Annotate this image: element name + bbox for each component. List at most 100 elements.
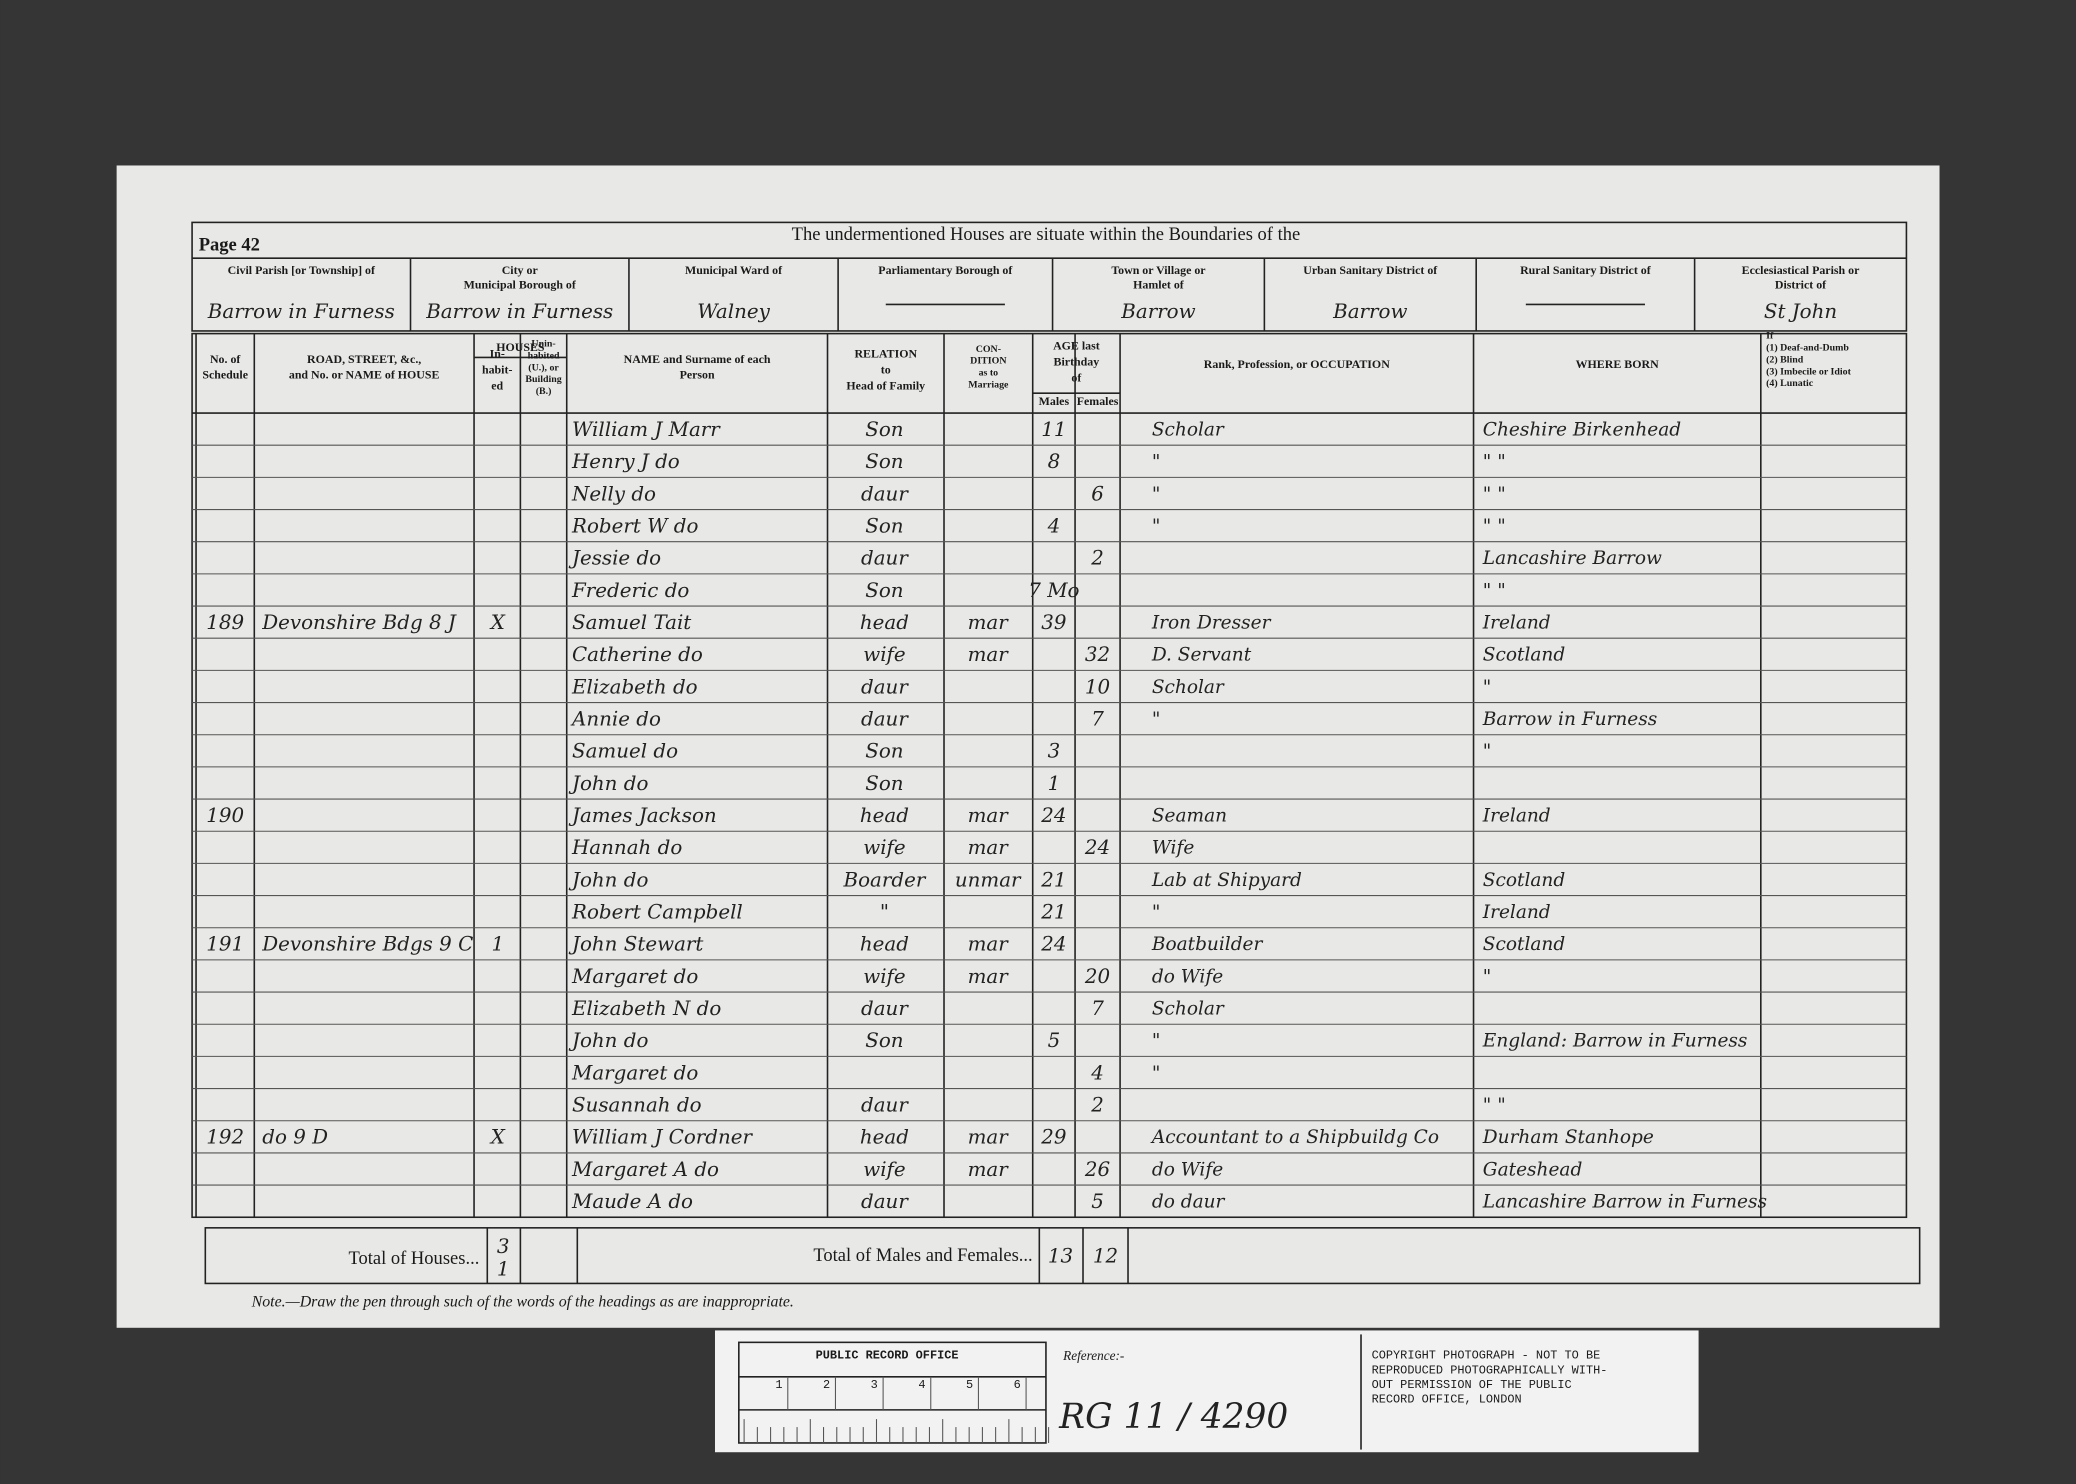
cell-occupation: ": [1152, 1031, 1161, 1052]
note: Note.—Draw the pen through such of the w…: [251, 1293, 794, 1310]
column-header: ed: [491, 378, 503, 392]
cell-age-male: 11: [1041, 418, 1066, 441]
cell-condition: mar: [968, 965, 1010, 988]
cell-born: " ": [1483, 580, 1506, 601]
cell-occupation: Scholar: [1152, 998, 1225, 1019]
cell-name: Nelly do: [571, 482, 656, 505]
cell-name: William J Marr: [572, 418, 721, 441]
cell-schedule: 192: [206, 1126, 244, 1149]
column-header: RELATION: [854, 347, 917, 361]
cell-occupation: ": [1152, 709, 1161, 730]
cell-relation: head: [860, 804, 909, 827]
column-header: (4) Lunatic: [1766, 378, 1814, 389]
cell-inhabited: X: [489, 611, 506, 634]
cell-occupation: D. Servant: [1151, 645, 1252, 666]
column-header: Marriage: [968, 380, 1009, 391]
district-label: City or: [502, 263, 539, 277]
ruler-number: 6: [1014, 1378, 1021, 1392]
district-label: Municipal Ward of: [685, 263, 783, 277]
column-header: habit-: [482, 362, 512, 376]
cell-name: John do: [568, 772, 648, 795]
cell-age-male: 24: [1040, 933, 1066, 956]
district-value: Barrow: [1332, 300, 1407, 323]
cell-born: ": [1483, 741, 1492, 762]
group-header: AGE last: [1053, 339, 1100, 353]
cell-name: Elizabeth N do: [571, 997, 721, 1020]
cell-relation: wife: [863, 643, 905, 666]
cell-occupation: Lab at Shipyard: [1151, 870, 1302, 891]
district-label: Ecclesiastical Parish or: [1742, 263, 1860, 277]
total-uninhabited: 1: [497, 1258, 510, 1281]
cell-condition: mar: [968, 643, 1010, 666]
cell-born: ": [1483, 677, 1492, 698]
cell-occupation: Accountant to a Shipbuildg Co: [1150, 1127, 1439, 1148]
cell-age-female: 7: [1091, 707, 1104, 730]
ruler-number: 3: [871, 1378, 878, 1392]
cell-name: John do: [568, 1029, 648, 1052]
column-header: DITION: [970, 356, 1007, 367]
total-label: Total of Houses...: [348, 1248, 479, 1269]
column-header: and No. or NAME of HOUSE: [289, 368, 440, 382]
cell-born: Lancashire Barrow in Furness: [1482, 1191, 1767, 1212]
column-header: WHERE BORN: [1576, 357, 1659, 371]
cell-name: Hannah do: [571, 836, 682, 859]
column-header: (1) Deaf-and-Dumb: [1766, 342, 1849, 353]
cell-born: Durham Stanhope: [1482, 1127, 1654, 1148]
cell-age-male: 4: [1047, 514, 1061, 537]
cell-relation: Son: [865, 418, 903, 441]
header-box: [191, 221, 1908, 332]
totals-frame: [204, 1227, 1921, 1285]
cell-name: Margaret A do: [571, 1158, 719, 1181]
cell-name: Jessie do: [568, 547, 661, 570]
cell-condition: mar: [968, 804, 1010, 827]
cell-schedule: 189: [206, 611, 244, 634]
cell-born: Ireland: [1482, 612, 1551, 633]
cell-occupation: ": [1152, 902, 1161, 923]
cell-inhabited: X: [489, 1126, 506, 1149]
district-value: St John: [1764, 300, 1837, 323]
cell-relation: daur: [861, 997, 909, 1020]
cell-relation: head: [860, 933, 909, 956]
cell-road: Devonshire Bdgs 9 C: [261, 933, 473, 956]
column-header: CON-: [976, 344, 1001, 355]
cell-age-male: 5: [1048, 1029, 1061, 1052]
cell-name: Samuel do: [572, 740, 678, 763]
cell-born: Ireland: [1482, 902, 1551, 923]
cell-condition: mar: [968, 836, 1010, 859]
column-header: Building: [525, 374, 561, 385]
district-value: Walney: [697, 300, 770, 323]
cell-born: " ": [1483, 484, 1506, 505]
cell-name: Frederic do: [571, 579, 689, 602]
cell-age-female: 20: [1084, 965, 1110, 988]
cell-name: William J Cordner: [572, 1126, 753, 1149]
district-label: Rural Sanitary District of: [1520, 263, 1652, 277]
cell-age-female: 10: [1085, 675, 1110, 698]
title: The undermentioned Houses are situate wi…: [792, 224, 1301, 245]
district-label: Urban Sanitary District of: [1303, 263, 1438, 277]
cell-age-female: 32: [1085, 643, 1110, 666]
district-label: Town or Village or: [1111, 263, 1206, 277]
cell-born: Barrow in Furness: [1482, 709, 1657, 730]
cell-relation: Son: [865, 1029, 903, 1052]
cell-relation: Son: [865, 514, 903, 537]
cell-occupation: ": [1152, 516, 1161, 537]
district-label: Hamlet of: [1133, 278, 1185, 292]
cell-relation: ": [880, 900, 889, 923]
cell-relation: daur: [861, 1190, 909, 1213]
total-label: Total of Males and Females...: [813, 1245, 1032, 1266]
column-header: Rank, Profession, or OCCUPATION: [1204, 357, 1390, 371]
cell-relation: wife: [863, 1158, 905, 1181]
cell-relation: wife: [863, 836, 905, 859]
cell-occupation: Boatbuilder: [1151, 934, 1264, 955]
column-header: No. of: [210, 352, 241, 366]
cell-age-male: 29: [1040, 1126, 1067, 1149]
cell-relation: wife: [863, 965, 905, 988]
column-header: In-: [490, 347, 505, 361]
paper: [116, 165, 1940, 1328]
total-males: 13: [1048, 1244, 1073, 1267]
cell-relation: Boarder: [843, 868, 927, 891]
cell-born: Scotland: [1483, 645, 1566, 666]
cell-born: Lancashire Barrow: [1482, 548, 1662, 569]
cell-born: " ": [1483, 1095, 1506, 1116]
